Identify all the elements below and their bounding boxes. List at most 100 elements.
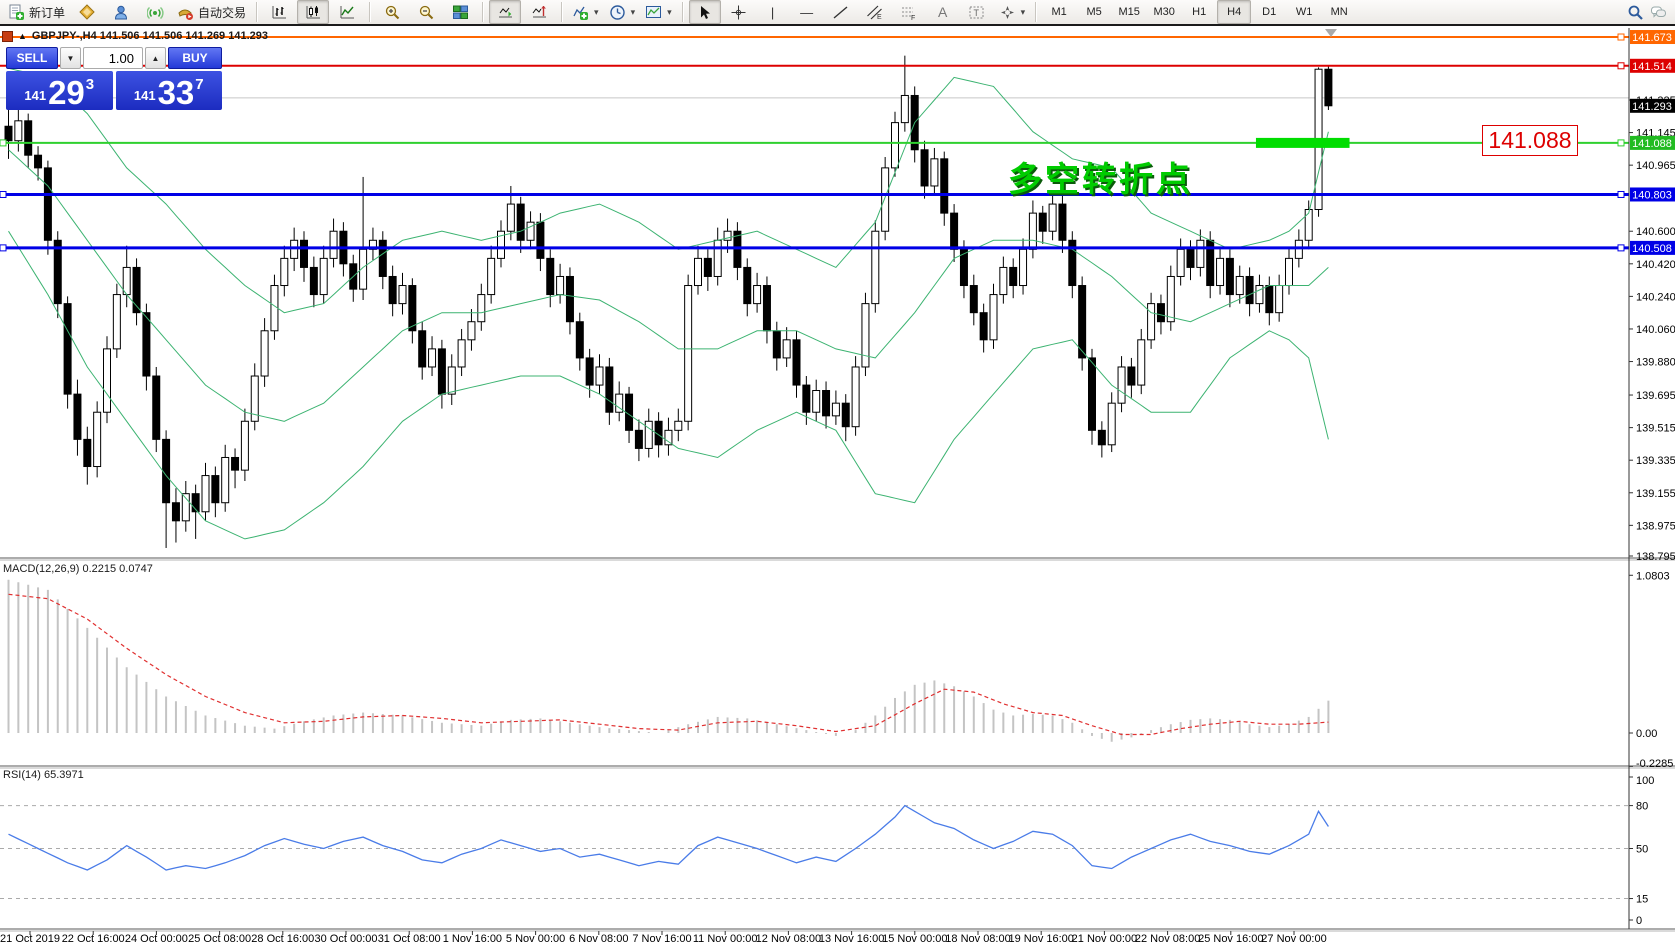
new-order-button[interactable]: 新订单 xyxy=(4,0,69,24)
periods-dropdown-arrow[interactable]: ▾ xyxy=(630,6,636,17)
rsi-tick-label: 50 xyxy=(1636,844,1648,856)
time-label: 27 Nov 00:00 xyxy=(1261,933,1326,945)
svg-text:E: E xyxy=(877,14,882,21)
time-label: 19 Nov 16:00 xyxy=(1008,933,1073,945)
hline-anchor[interactable] xyxy=(0,244,7,252)
buy-price-display[interactable]: 141 33 7 xyxy=(115,71,222,110)
zoom-in-icon xyxy=(384,4,401,21)
tile-windows-button[interactable] xyxy=(444,0,476,24)
candle-body xyxy=(1097,429,1106,446)
timeframe-h1[interactable]: H1 xyxy=(1192,6,1207,18)
timeframe-m15[interactable]: M15 xyxy=(1118,6,1140,18)
candlestick-chart-button[interactable] xyxy=(297,0,330,24)
periods-button[interactable]: ▾ xyxy=(605,0,640,24)
timeframe-m30[interactable]: M30 xyxy=(1153,6,1175,18)
templates-button[interactable]: ▾ xyxy=(641,0,676,24)
zoom-in-button[interactable] xyxy=(376,0,408,24)
metaeditor-button[interactable] xyxy=(71,0,103,24)
timeframe-d1[interactable]: D1 xyxy=(1262,6,1277,18)
indicators-dropdown-arrow[interactable]: ▾ xyxy=(594,6,599,17)
candle-body xyxy=(43,167,52,241)
candle-body xyxy=(1255,285,1264,305)
sell-price-display[interactable]: 141 29 3 xyxy=(6,71,113,110)
buy-button[interactable]: BUY xyxy=(168,47,222,69)
hline-anchor[interactable] xyxy=(1617,139,1625,147)
time-label: 18 Nov 08:00 xyxy=(945,933,1010,945)
candle-body xyxy=(831,402,840,417)
macd-signal-line xyxy=(8,593,1329,736)
chart-shift-button[interactable] xyxy=(523,0,555,24)
macd-tick-label: 1.0803 xyxy=(1636,570,1670,582)
auto-scroll-button[interactable] xyxy=(489,0,522,24)
sell-button[interactable]: SELL xyxy=(6,47,58,69)
line-chart-button[interactable] xyxy=(331,0,363,24)
text-tool-button[interactable]: A xyxy=(927,0,959,24)
price-tick-label: 138.975 xyxy=(1636,520,1675,532)
vertical-line-tool-button[interactable]: | xyxy=(757,0,789,24)
bar-chart-button[interactable] xyxy=(263,0,295,24)
equidistant-channel-tool-button[interactable]: E xyxy=(859,0,891,24)
candle-body xyxy=(388,275,397,305)
indicators-button[interactable]: ▾ xyxy=(568,0,603,24)
price-callout-box[interactable]: 141.088 xyxy=(1482,125,1578,156)
timeframe-m1[interactable]: M1 xyxy=(1051,6,1067,18)
hline-anchor[interactable] xyxy=(0,139,7,147)
candle-body xyxy=(625,393,634,431)
turning-point-annotation[interactable]: 多空转折点 xyxy=(1008,161,1193,199)
candle-body xyxy=(565,275,574,323)
arrows-dropdown-arrow[interactable]: ▾ xyxy=(1020,6,1026,17)
buy-price-whole: 141 xyxy=(133,88,156,103)
volume-down-button[interactable]: ▼ xyxy=(60,47,81,69)
candle-body xyxy=(556,275,565,296)
cursor-tool-button[interactable] xyxy=(688,0,721,24)
crosshair-icon xyxy=(730,4,747,21)
trendline-tool-button[interactable] xyxy=(825,0,857,24)
text-label-tool-button[interactable]: T xyxy=(961,0,993,24)
hline-anchor[interactable] xyxy=(1617,244,1625,252)
volume-input[interactable] xyxy=(83,47,143,69)
price-tick-label: 139.335 xyxy=(1636,455,1675,467)
toolbar-separator xyxy=(1035,2,1037,22)
time-label: 11 Nov 00:00 xyxy=(693,933,758,945)
toolbar-separator xyxy=(561,2,563,22)
hline-anchor[interactable] xyxy=(1617,62,1625,70)
hline-anchor[interactable] xyxy=(1617,190,1625,198)
candle-body xyxy=(191,493,200,513)
timeframe-m5[interactable]: M5 xyxy=(1086,6,1102,18)
volume-up-button[interactable]: ▲ xyxy=(145,47,166,69)
chart-background xyxy=(0,28,1675,948)
candle-body xyxy=(1088,357,1096,431)
price-tick-label: 139.880 xyxy=(1636,357,1675,369)
templates-dropdown-arrow[interactable]: ▾ xyxy=(667,6,672,17)
hline-anchor[interactable] xyxy=(0,190,7,198)
time-label: 24 Oct 00:00 xyxy=(125,933,188,945)
profiles-button[interactable] xyxy=(105,0,137,24)
sell-price-whole: 141 xyxy=(24,88,47,103)
symbol-ohlc-text: GBPJPY-,H4 141.506 141.506 141.269 141.2… xyxy=(31,30,268,42)
chart-window-icon[interactable] xyxy=(2,30,13,42)
signals-button[interactable] xyxy=(139,0,171,24)
hline-anchor[interactable] xyxy=(1617,33,1625,41)
fibonacci-tool-button[interactable]: F xyxy=(893,0,925,24)
time-label: 21 Nov 00:00 xyxy=(1072,933,1137,945)
zoom-out-button[interactable] xyxy=(410,0,442,24)
horizontal-line-tool-button[interactable]: — xyxy=(791,0,823,24)
time-axis[interactable] xyxy=(29,931,1295,935)
search-icon[interactable] xyxy=(1627,4,1644,21)
time-label: 15 Nov 00:00 xyxy=(882,933,947,945)
candle-body xyxy=(703,257,712,277)
price-badge-141.514 xyxy=(1630,58,1675,73)
timeframe-mn[interactable]: MN xyxy=(1330,6,1348,18)
chart-shift-marker-icon[interactable] xyxy=(1325,29,1337,37)
chat-icon[interactable] xyxy=(1650,4,1667,21)
turning-point-highlight-rect[interactable] xyxy=(1255,137,1350,148)
timeframe-w1[interactable]: W1 xyxy=(1295,6,1313,18)
crosshair-tool-button[interactable] xyxy=(723,0,755,24)
time-label: 22 Nov 08:00 xyxy=(1135,933,1200,945)
timeframe-h4[interactable]: H4 xyxy=(1217,0,1252,24)
candle-body xyxy=(1216,257,1225,287)
arrows-tool-button[interactable]: ▾ xyxy=(995,0,1030,24)
candle-body xyxy=(605,366,614,413)
auto-trading-button[interactable]: 自动交易 xyxy=(173,0,250,24)
